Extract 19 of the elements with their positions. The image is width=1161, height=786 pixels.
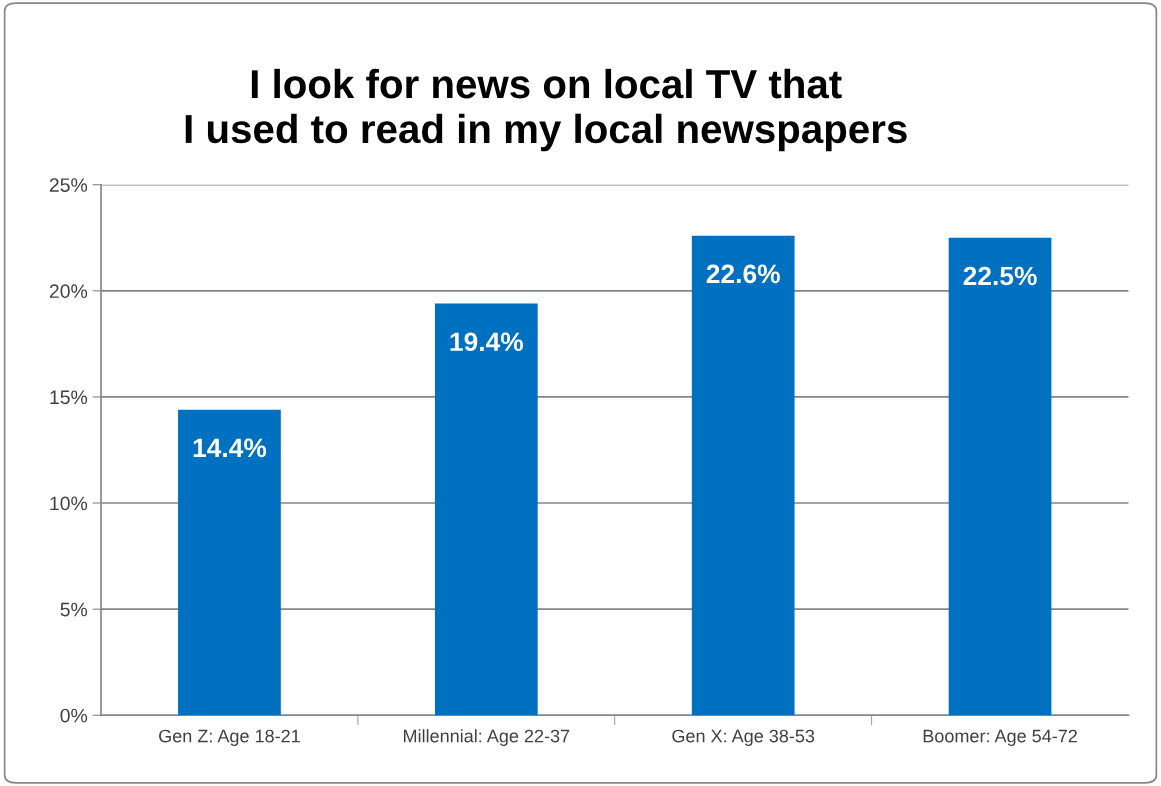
data-label: 14.4% — [193, 438, 267, 458]
x-tick-label: Millennial: Age 22-37 — [403, 729, 570, 746]
x-tick-label: Gen Z: Age 18-21 — [159, 729, 300, 746]
y-tick-label: 0% — [60, 708, 88, 723]
data-label: 22.5% — [963, 266, 1037, 286]
bar — [691, 235, 795, 716]
bar — [948, 237, 1052, 716]
y-tick-label: 25% — [49, 178, 88, 192]
x-tick-label: Boomer: Age 54-72 — [923, 729, 1077, 746]
data-label: 22.6% — [706, 264, 780, 284]
y-tick-label: 20% — [49, 284, 88, 299]
bar — [434, 303, 538, 716]
x-tick-label: Gen X: Age 38-53 — [672, 729, 815, 746]
chart-title: I look for news on local TV that I used to read in my local newspapers — [185, 68, 907, 152]
y-tick-label: 5% — [60, 602, 88, 617]
bar — [178, 409, 281, 716]
data-label: 19.4% — [450, 332, 524, 352]
y-tick-label: 15% — [50, 390, 88, 405]
y-tick-label: 10% — [50, 496, 88, 511]
